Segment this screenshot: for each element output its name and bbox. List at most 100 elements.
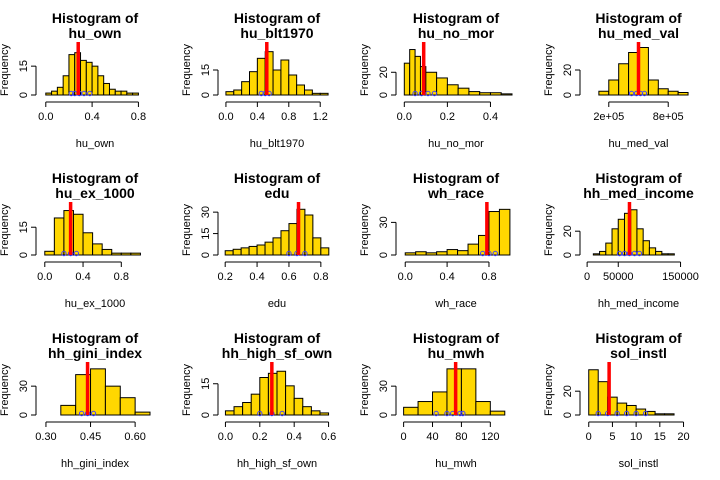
rug-point (78, 410, 85, 417)
x-tick-label: 20 (677, 431, 689, 443)
histogram-bar (457, 87, 470, 96)
x-tick-label: 15 (654, 431, 666, 443)
rug-point (279, 410, 285, 417)
chart-title-line2: sol_instl (610, 345, 667, 361)
chart-title-line2: hu_no_mor (418, 25, 495, 41)
chart-title-line1: Histogram of (413, 330, 500, 346)
histogram-bar (654, 413, 666, 416)
rug-point (621, 250, 628, 257)
histogram-bar (248, 245, 258, 256)
histogram-bar (468, 91, 481, 96)
histogram-bar (630, 209, 638, 256)
x-tick-label: 8e+05 (653, 111, 684, 123)
histogram-bar (288, 223, 298, 256)
rug-point (257, 410, 263, 417)
rug-point (628, 90, 635, 97)
chart-title-line2: hu_med_val (598, 25, 679, 41)
histogram-bar (414, 55, 421, 96)
histogram-bar (68, 54, 76, 96)
histogram-bar (403, 406, 419, 416)
chart-title-line1: Histogram of (595, 10, 682, 26)
x-tick-label: 0.4 (75, 271, 90, 283)
x-tick-label: 0.0 (38, 111, 53, 123)
y-tick-label: 15 (200, 64, 212, 76)
x-axis-label: hh_gini_index (61, 458, 129, 470)
histogram-bar (120, 90, 128, 96)
histogram-bar (256, 244, 266, 256)
y-tick-label: 0 (18, 412, 30, 418)
histogram-bar (108, 88, 116, 96)
y-tick-label: 0 (562, 92, 574, 98)
histogram-bar (101, 248, 113, 256)
y-axis-label: Frequency (359, 44, 371, 96)
rug-point (431, 90, 438, 97)
rug-point (633, 410, 639, 417)
histogram-bar (457, 250, 469, 256)
y-axis-label: Frequency (181, 364, 193, 416)
rug-point (616, 250, 623, 257)
histogram-bar (72, 213, 84, 256)
rug-point (90, 410, 97, 417)
x-tick-label: 0.60 (124, 431, 145, 443)
histogram-bar (488, 211, 500, 256)
x-tick-label: 0 (584, 271, 590, 283)
rug-point (479, 250, 486, 257)
histogram-bar (479, 92, 491, 96)
x-tick-label: 0.2 (218, 271, 233, 283)
chart-title-line1: Histogram of (234, 10, 321, 26)
histogram-bar (489, 410, 506, 416)
rug-point (492, 250, 498, 257)
y-tick-label: 0 (378, 412, 390, 418)
y-tick-label: 0 (562, 252, 574, 258)
x-tick-label: 0.45 (80, 431, 101, 443)
chart-title-line2: hu_own (69, 25, 122, 41)
y-tick-label: 0 (378, 252, 390, 258)
histogram-bar (97, 75, 105, 96)
y-tick-label: 0 (200, 252, 212, 258)
histogram-bar (272, 237, 282, 256)
histogram-bar (657, 88, 669, 96)
rug-point (433, 410, 439, 417)
rug-point (286, 250, 292, 257)
y-tick-label: 15 (18, 60, 30, 72)
x-tick-label: 10 (630, 431, 642, 443)
histogram-bar (56, 86, 64, 96)
x-axis-label: hh_med_income (598, 298, 679, 310)
histogram-bar (92, 243, 103, 256)
histogram-bar (645, 410, 656, 416)
chart-title-line1: Histogram of (52, 330, 139, 346)
x-tick-label: 0 (586, 431, 592, 443)
histogram-bar (404, 252, 417, 256)
rug-point (61, 250, 67, 257)
y-axis-label: Frequency (181, 44, 193, 96)
histogram-bar (256, 57, 266, 96)
rug-point (81, 90, 87, 97)
x-tick-label: 0.8 (313, 271, 328, 283)
histogram-bar (467, 243, 480, 256)
histogram-bar (85, 61, 93, 96)
histogram-bar (120, 252, 132, 256)
x-tick-label: 80 (455, 431, 467, 443)
histogram-bar (655, 250, 663, 256)
x-tick-label: 0.6 (281, 271, 296, 283)
histogram-bar (296, 84, 305, 96)
x-tick-label: 0.8 (281, 111, 296, 123)
y-tick-label: 30 (200, 206, 212, 218)
histogram-bar (409, 49, 416, 96)
x-axis-label: edu (268, 298, 286, 310)
histogram-bar (132, 92, 139, 96)
y-tick-label: 30 (18, 380, 30, 392)
histogram-bar (320, 247, 330, 256)
rug-point (457, 410, 463, 417)
histogram-bar (667, 253, 675, 256)
x-tick-label: 0.2 (440, 111, 455, 123)
chart-title-line2: hh_med_income (583, 185, 694, 201)
